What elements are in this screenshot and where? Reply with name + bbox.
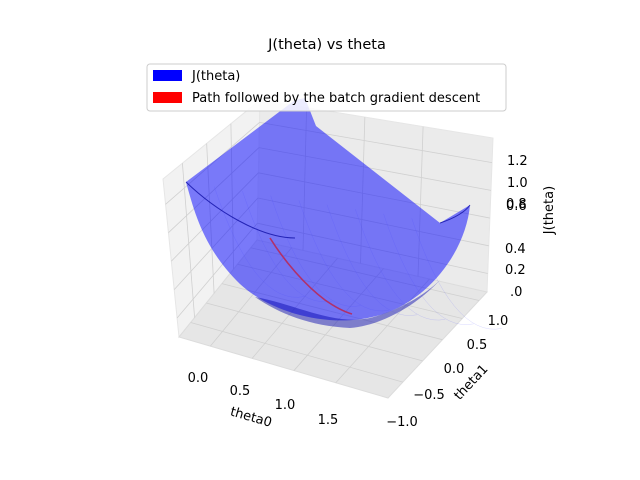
z-axis-label: J(theta) (542, 186, 557, 235)
surface-mesh-line (383, 213, 474, 325)
y-tick-label: −1.0 (386, 415, 418, 430)
grid-line (190, 322, 403, 383)
surface-mesh (214, 186, 502, 330)
legend-label-path: Path followed by the batch gradient desc… (192, 91, 480, 106)
z-tick-label: 0.6 (506, 199, 527, 214)
surface-mesh-line (411, 218, 502, 330)
z-tick-label: 0.4 (505, 242, 526, 257)
y-tick-label: 1.0 (488, 314, 509, 329)
legend-frame (146, 63, 507, 112)
legend-swatch-jtheta (153, 70, 182, 81)
surface-rim (185, 181, 471, 239)
z-tick-label: 0.8 (506, 197, 527, 212)
x-tick-label: 0.0 (188, 371, 209, 386)
y-tick-label: 0.0 (444, 362, 465, 377)
grid-line (206, 302, 423, 362)
legend-swatch-path (153, 92, 182, 103)
x-axis-label: theta0 (228, 405, 273, 431)
gradient-descent-path (269, 237, 353, 315)
x-tick-label: 1.5 (318, 413, 339, 428)
z-axis: .0 0.2 0.4 0.6 0.8 1.0 1.2 J(theta) (505, 154, 557, 300)
x-tick-label: 1.0 (275, 398, 296, 413)
x-tick-label: 0.5 (230, 384, 251, 399)
surface-mesh-line (326, 204, 418, 316)
surface-mesh-line (298, 200, 389, 312)
z-tick-label: .0 (510, 285, 522, 300)
z-tick-label: 0.2 (505, 263, 526, 278)
x-axis: 0.0 0.5 1.0 1.5 theta0 (188, 371, 339, 431)
surface-bottom-shade (255, 280, 440, 328)
surface-mesh-line (355, 209, 446, 321)
z-tick-label: 1.0 (507, 176, 528, 191)
surface-fill (186, 98, 470, 321)
grid-line (182, 163, 195, 318)
surface-mesh-line (270, 195, 361, 307)
surface-mesh-line (214, 186, 305, 298)
chart-title: J(theta) vs theta (267, 37, 386, 53)
surface-mesh-line (242, 191, 333, 303)
y-tick-label: −0.5 (413, 388, 445, 403)
z-tick-label: 1.2 (507, 154, 528, 169)
legend: J(theta) Path followed by the batch grad… (146, 63, 507, 112)
y-tick-label: 0.5 (467, 338, 488, 353)
cost-surface (185, 98, 502, 330)
legend-label-jtheta: J(theta) (191, 69, 240, 84)
